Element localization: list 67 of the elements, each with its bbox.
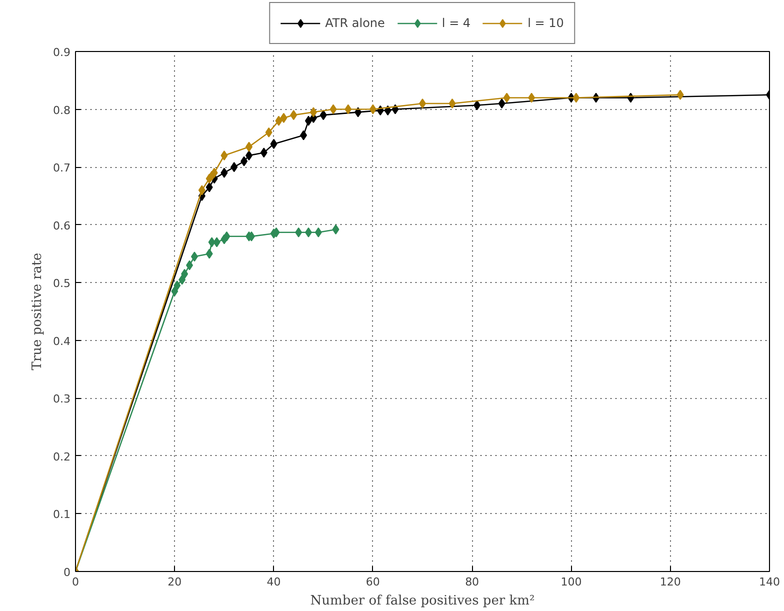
y-tick-label: 0.1 — [53, 508, 71, 522]
point — [295, 227, 302, 238]
point — [344, 104, 352, 114]
point — [181, 268, 188, 279]
point — [213, 237, 220, 248]
point — [314, 227, 322, 238]
point — [265, 127, 272, 138]
y-tick-label: 0.9 — [53, 46, 71, 59]
point — [369, 104, 376, 114]
point — [171, 286, 178, 296]
y-tick-label: 0.4 — [53, 334, 71, 348]
point — [448, 98, 456, 108]
x-tick-label: 100 — [560, 576, 582, 588]
point — [304, 116, 312, 126]
point — [290, 110, 298, 120]
y-tick-label: 0 — [64, 566, 70, 579]
point — [280, 112, 288, 123]
point — [310, 107, 317, 118]
legend-label: l = 4 — [442, 16, 471, 30]
y-tick-label: 0.8 — [53, 104, 71, 117]
point — [190, 252, 198, 262]
point — [304, 227, 312, 238]
point — [384, 105, 392, 116]
x-tick-label: 80 — [465, 576, 480, 588]
point — [210, 168, 218, 178]
x-tick-label: 140 — [759, 576, 780, 588]
y-tick-label: 0.2 — [53, 450, 71, 464]
point — [220, 168, 228, 178]
x-tick-label: 40 — [266, 576, 281, 588]
x-tick-label: 60 — [366, 576, 380, 588]
point — [572, 92, 580, 103]
point — [246, 150, 252, 160]
point — [223, 231, 230, 242]
y-tick-label: 0.3 — [53, 392, 71, 406]
legend-label: l = 10 — [528, 16, 564, 30]
point — [498, 98, 506, 108]
point — [230, 162, 238, 172]
x-tick-label: 120 — [660, 576, 681, 588]
point — [275, 116, 282, 126]
point — [198, 185, 206, 196]
y-axis-title: True positive rate — [30, 252, 46, 370]
point — [270, 138, 278, 149]
point — [178, 274, 186, 285]
y-tick-label: 0.6 — [53, 219, 71, 232]
point — [330, 104, 337, 114]
point — [320, 110, 327, 120]
point — [220, 150, 228, 160]
y-tick-label: 0.7 — [53, 162, 71, 175]
point — [240, 156, 248, 166]
point — [186, 260, 194, 270]
point — [206, 248, 213, 259]
x-tick-label: 20 — [168, 576, 182, 588]
legend-label: ATR alone — [325, 16, 385, 30]
x-tick-label: 0 — [72, 576, 79, 588]
x-axis-title: Number of false positives per km² — [310, 594, 535, 608]
point — [300, 130, 308, 140]
y-tick-label: 0.5 — [53, 277, 71, 290]
point — [419, 98, 426, 108]
point — [676, 90, 684, 100]
point — [174, 280, 181, 290]
point — [208, 237, 216, 248]
point — [260, 148, 268, 158]
point — [528, 92, 536, 103]
point — [503, 92, 510, 103]
point — [474, 100, 481, 110]
point — [332, 224, 340, 234]
point — [206, 182, 213, 192]
